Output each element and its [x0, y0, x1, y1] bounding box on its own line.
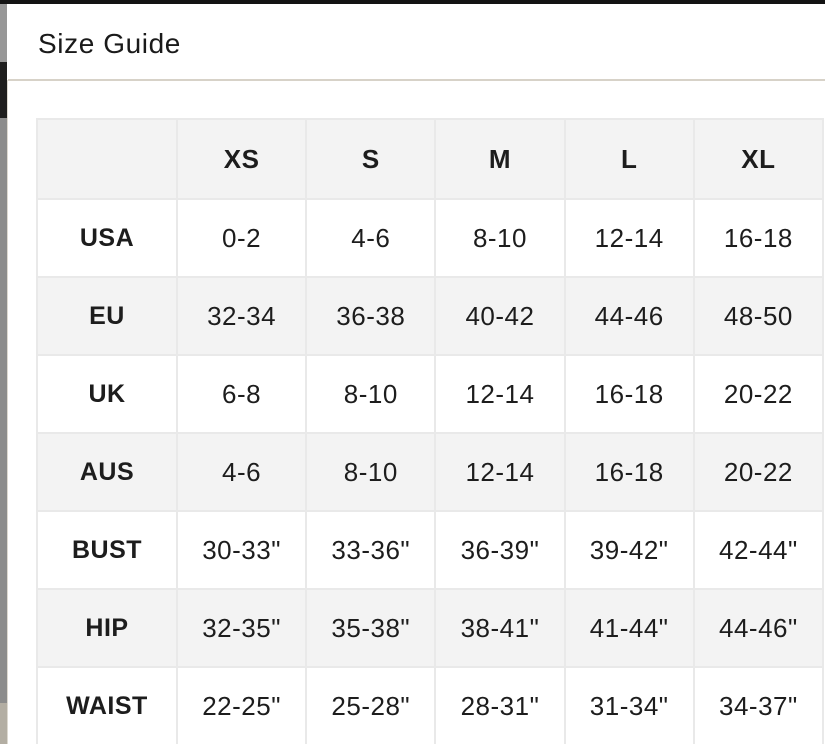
- size-guide-modal: Size Guide XS S M L XL USA: [8, 4, 825, 744]
- size-cell: 33-36": [305, 510, 437, 590]
- size-cell: 8-10: [305, 432, 437, 512]
- size-cell: 38-41": [434, 588, 566, 668]
- size-column-header-s: S: [305, 118, 437, 200]
- size-cell: 25-28": [305, 666, 437, 744]
- size-cell: 6-8: [175, 354, 308, 434]
- table-row-usa: USA 0-2 4-6 8-10 12-14 16-18: [36, 198, 825, 278]
- size-cell: 12-14: [563, 198, 695, 278]
- size-column-header-xl: XL: [692, 118, 825, 200]
- size-cell: 0-2: [175, 198, 308, 278]
- size-cell: 36-39": [434, 510, 566, 590]
- title-divider: [8, 79, 825, 81]
- size-cell: 28-31": [434, 666, 566, 744]
- size-cell: 20-22: [692, 354, 825, 434]
- scrollbar-track-top: [0, 4, 7, 62]
- size-cell: 48-50: [692, 276, 825, 356]
- table-row-uk: UK 6-8 8-10 12-14 16-18 20-22: [36, 354, 825, 434]
- table-row-waist: WAIST 22-25" 25-28" 28-31" 31-34" 34-37": [36, 666, 825, 744]
- size-column-header-m: M: [434, 118, 566, 200]
- size-cell: 16-18: [692, 198, 825, 278]
- size-cell: 39-42": [563, 510, 695, 590]
- size-cell: 32-35": [175, 588, 308, 668]
- size-cell: 20-22: [692, 432, 825, 512]
- page-scrollbar: [0, 4, 7, 744]
- size-cell: 12-14: [434, 354, 566, 434]
- table-row-aus: AUS 4-6 8-10 12-14 16-18 20-22: [36, 432, 825, 512]
- scrollbar-thumb[interactable]: [0, 62, 7, 118]
- scrollbar-track-bottom: [0, 703, 7, 744]
- size-cell: 42-44": [692, 510, 825, 590]
- size-cell: 32-34: [175, 276, 308, 356]
- size-cell: 35-38": [305, 588, 437, 668]
- size-table-container: XS S M L XL USA 0-2 4-6 8-10 12-14 16-18: [36, 118, 825, 744]
- row-label: AUS: [36, 432, 178, 512]
- size-cell: 12-14: [434, 432, 566, 512]
- size-cell: 16-18: [563, 432, 695, 512]
- size-cell: 8-10: [305, 354, 437, 434]
- modal-left-border: [7, 80, 8, 744]
- table-row-bust: BUST 30-33" 33-36" 36-39" 39-42" 42-44": [36, 510, 825, 590]
- row-label: WAIST: [36, 666, 178, 744]
- size-cell: 22-25": [175, 666, 308, 744]
- corner-header-cell: [36, 118, 178, 200]
- row-label: EU: [36, 276, 178, 356]
- size-cell: 36-38: [305, 276, 437, 356]
- modal-title: Size Guide: [38, 28, 181, 59]
- row-label: BUST: [36, 510, 178, 590]
- size-header-row: XS S M L XL: [36, 118, 825, 200]
- size-cell: 16-18: [563, 354, 695, 434]
- size-cell: 40-42: [434, 276, 566, 356]
- size-cell: 30-33": [175, 510, 308, 590]
- scrollbar-track-middle: [0, 118, 7, 703]
- size-chart-table: XS S M L XL USA 0-2 4-6 8-10 12-14 16-18: [36, 118, 825, 744]
- size-cell: 44-46: [563, 276, 695, 356]
- size-column-header-xs: XS: [175, 118, 308, 200]
- size-cell: 34-37": [692, 666, 825, 744]
- modal-header: Size Guide: [8, 4, 825, 79]
- size-cell: 4-6: [305, 198, 437, 278]
- row-label: USA: [36, 198, 178, 278]
- row-label: HIP: [36, 588, 178, 668]
- table-row-eu: EU 32-34 36-38 40-42 44-46 48-50: [36, 276, 825, 356]
- modal-top-border: [0, 0, 825, 4]
- table-row-hip: HIP 32-35" 35-38" 38-41" 41-44" 44-46": [36, 588, 825, 668]
- row-label: UK: [36, 354, 178, 434]
- size-cell: 8-10: [434, 198, 566, 278]
- size-cell: 44-46": [692, 588, 825, 668]
- size-cell: 41-44": [563, 588, 695, 668]
- size-cell: 4-6: [175, 432, 308, 512]
- size-cell: 31-34": [563, 666, 695, 744]
- size-column-header-l: L: [563, 118, 695, 200]
